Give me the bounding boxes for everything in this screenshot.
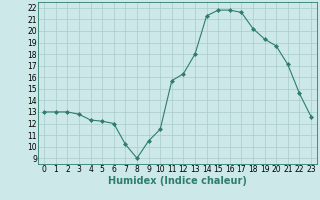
X-axis label: Humidex (Indice chaleur): Humidex (Indice chaleur) xyxy=(108,176,247,186)
